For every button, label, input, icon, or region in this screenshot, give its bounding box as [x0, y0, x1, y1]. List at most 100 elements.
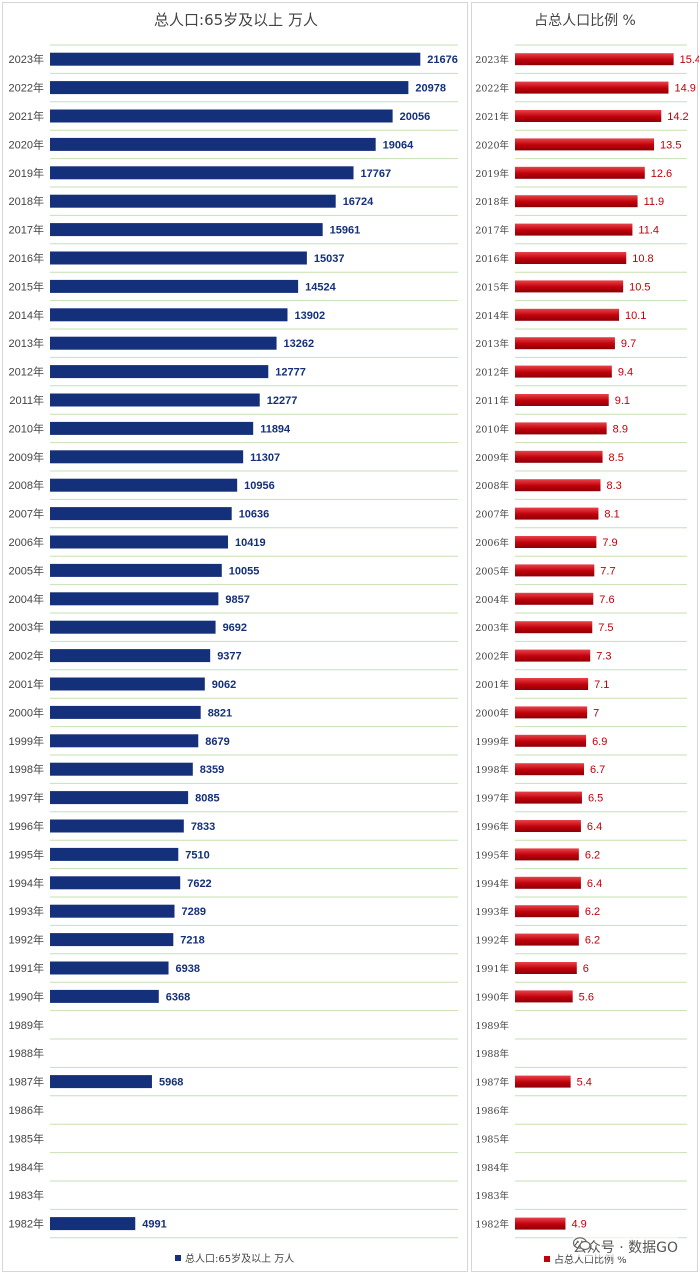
category-label: 1993年 — [475, 906, 509, 918]
data-label: 8.3 — [606, 480, 621, 492]
data-label: 9857 — [225, 594, 249, 606]
category-label: 2023年 — [475, 54, 509, 66]
data-label: 6.5 — [588, 793, 603, 805]
category-label: 2004年 — [475, 594, 509, 606]
category-label: 2010年 — [475, 423, 509, 435]
bar — [50, 365, 269, 379]
category-label: 1995年 — [9, 847, 44, 861]
bar — [515, 337, 615, 350]
bar — [50, 677, 205, 691]
bar — [515, 422, 607, 435]
category-label: 2000年 — [475, 707, 509, 719]
category-label: 1999年 — [9, 734, 44, 748]
category-label: 2017年 — [9, 223, 44, 237]
data-label: 9062 — [212, 679, 236, 691]
data-label: 8085 — [195, 793, 219, 805]
data-label: 10.8 — [632, 253, 653, 265]
category-label: 1996年 — [9, 819, 44, 833]
category-label: 1994年 — [475, 878, 509, 890]
category-label: 2018年 — [475, 196, 509, 208]
bar — [515, 592, 594, 605]
data-label: 7.6 — [599, 594, 614, 606]
bar — [50, 166, 354, 180]
data-label: 8.9 — [613, 423, 628, 435]
legend-label: 总人口:65岁及以上 万人 — [185, 1252, 294, 1265]
bar — [515, 678, 589, 690]
bar — [515, 280, 624, 293]
data-label: 13.5 — [660, 139, 681, 151]
category-label: 1997年 — [475, 793, 509, 805]
bar — [50, 705, 201, 719]
data-label: 10419 — [235, 537, 266, 549]
data-label: 5.4 — [577, 1077, 592, 1089]
data-label: 12277 — [267, 395, 298, 407]
bar — [50, 137, 376, 151]
bar — [515, 507, 599, 520]
bar — [50, 592, 219, 606]
category-label: 1992年 — [475, 935, 509, 947]
category-label: 1982年 — [475, 1219, 509, 1231]
bar — [50, 109, 393, 123]
chart-population-65plus: 总人口:65岁及以上 万人 2023年 21676 2022年 20978 2021年 20… — [2, 2, 468, 1272]
chart-title: 总人口:65岁及以上 万人 — [154, 11, 318, 29]
bar — [50, 762, 193, 776]
data-label: 6.9 — [592, 736, 607, 748]
data-label: 8679 — [205, 736, 229, 748]
data-label: 14.9 — [674, 83, 695, 95]
data-label: 7289 — [182, 906, 206, 918]
chart-svg-right: 占总人口比例 % 2023年 15.40 2022年 14.9 2021年 14.2 2020… — [475, 13, 699, 1266]
category-label: 2019年 — [475, 168, 509, 180]
bar — [50, 989, 159, 1003]
data-label: 7.7 — [600, 565, 615, 577]
data-label: 10.1 — [625, 310, 646, 322]
category-label: 1986年 — [9, 1103, 44, 1117]
legend-marker — [175, 1255, 181, 1261]
bar — [515, 394, 609, 406]
bar — [515, 450, 603, 463]
data-label: 7833 — [191, 821, 215, 833]
data-label: 8.5 — [609, 452, 624, 464]
data-label: 6.2 — [585, 935, 600, 947]
bar — [515, 820, 581, 832]
category-label: 2009年 — [475, 452, 509, 464]
bar — [50, 507, 232, 521]
category-label: 2011年 — [9, 393, 44, 407]
data-label: 6368 — [166, 991, 190, 1003]
bar — [515, 905, 579, 918]
category-label: 2003年 — [9, 620, 44, 634]
bar — [50, 223, 323, 237]
category-label: 1985年 — [475, 1133, 509, 1145]
data-label: 10956 — [244, 480, 275, 492]
category-label: 1988年 — [9, 1046, 44, 1060]
bar — [50, 904, 175, 918]
bar — [515, 536, 597, 548]
bar — [515, 195, 638, 208]
category-label: 2008年 — [475, 480, 509, 492]
category-label: 1990年 — [9, 989, 44, 1003]
category-label: 2013年 — [475, 338, 509, 350]
category-label: 1994年 — [9, 876, 44, 890]
data-label: 9.7 — [621, 338, 636, 350]
data-label: 12.6 — [651, 168, 672, 180]
category-label: 2002年 — [9, 649, 44, 663]
bar — [50, 336, 277, 350]
data-label: 8821 — [208, 707, 232, 719]
data-label: 9377 — [217, 651, 241, 663]
bar — [515, 621, 593, 634]
watermark-text: 公众号 · 数据GO — [572, 1240, 678, 1256]
bar — [50, 81, 409, 95]
category-label: 2004年 — [9, 592, 44, 606]
data-label: 14.2 — [667, 111, 688, 123]
data-label: 16724 — [343, 196, 374, 208]
bar — [515, 166, 645, 179]
data-label: 7.3 — [596, 651, 611, 663]
data-label: 7622 — [187, 878, 211, 890]
data-label: 10.5 — [629, 281, 650, 293]
bar — [50, 961, 169, 975]
category-label: 2023年 — [9, 52, 44, 66]
bar — [515, 763, 585, 776]
category-label: 2012年 — [9, 365, 44, 379]
bar — [515, 876, 581, 889]
data-label: 5968 — [159, 1077, 183, 1089]
data-label: 7510 — [185, 849, 209, 861]
